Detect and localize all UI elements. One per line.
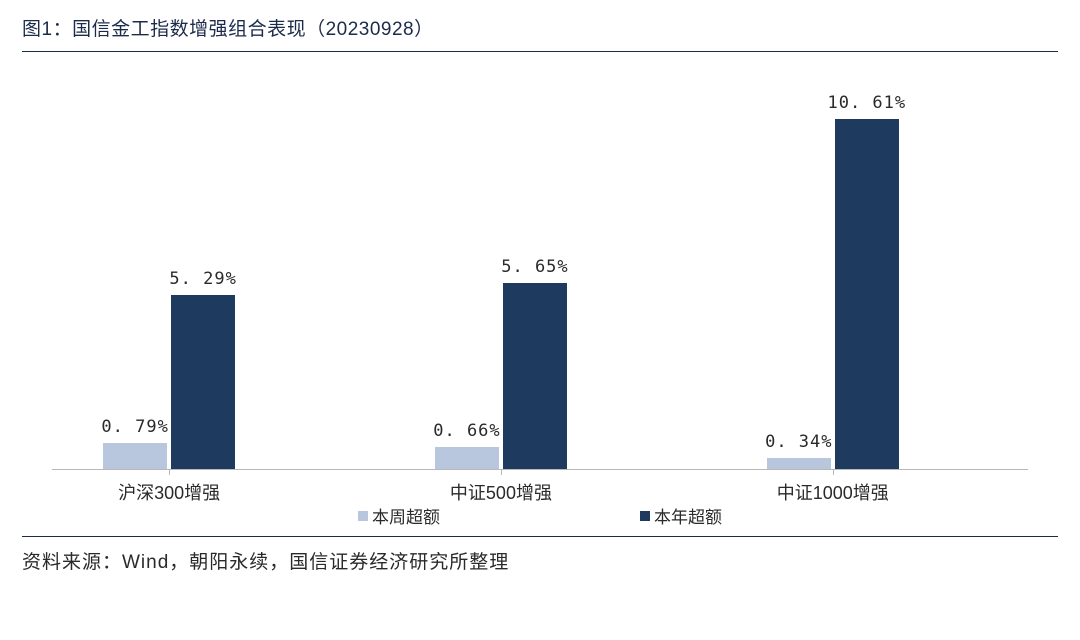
legend-swatch [358, 511, 368, 521]
legend-swatch [640, 511, 650, 521]
bar-label-year: 5. 29% [143, 269, 263, 289]
bar-group: 0. 79%5. 29%沪深300增强 [103, 90, 235, 469]
legend-label: 本年超额 [654, 503, 722, 528]
legend-item: 本周超额 [358, 503, 440, 528]
source-citation: 资料来源：Wind，朝阳永续，国信证券经济研究所整理 [22, 536, 1058, 574]
axis-tick [833, 469, 834, 475]
bar-year [503, 283, 567, 469]
chart-container: 0. 79%5. 29%沪深300增强 0. 66%5. 65%中证500增强 0.… [22, 60, 1058, 530]
legend-item: 本年超额 [640, 503, 722, 528]
plot-area: 0. 79%5. 29%沪深300增强 0. 66%5. 65%中证500增强 0.… [52, 90, 1028, 470]
axis-tick [501, 469, 502, 475]
bar-group: 0. 66%5. 65%中证500增强 [435, 90, 567, 469]
legend-label: 本周超额 [372, 503, 440, 528]
legend: 本周超额 本年超额 [22, 503, 1058, 528]
bar-label-year: 5. 65% [475, 257, 595, 277]
bar-group: 0. 34%10. 61%中证1000增强 [767, 90, 899, 469]
bar-week [435, 447, 499, 469]
bar-week [103, 443, 167, 469]
bar-label-year: 10. 61% [807, 93, 927, 113]
bar-year [171, 295, 235, 469]
category-label: 中证1000增强 [733, 479, 933, 505]
category-label: 沪深300增强 [69, 479, 269, 505]
axis-tick [169, 469, 170, 475]
category-label: 中证500增强 [401, 479, 601, 505]
figure-title: 图1：国信金工指数增强组合表现（20230928） [22, 14, 1058, 52]
bar-year [835, 119, 899, 469]
bar-week [767, 458, 831, 469]
